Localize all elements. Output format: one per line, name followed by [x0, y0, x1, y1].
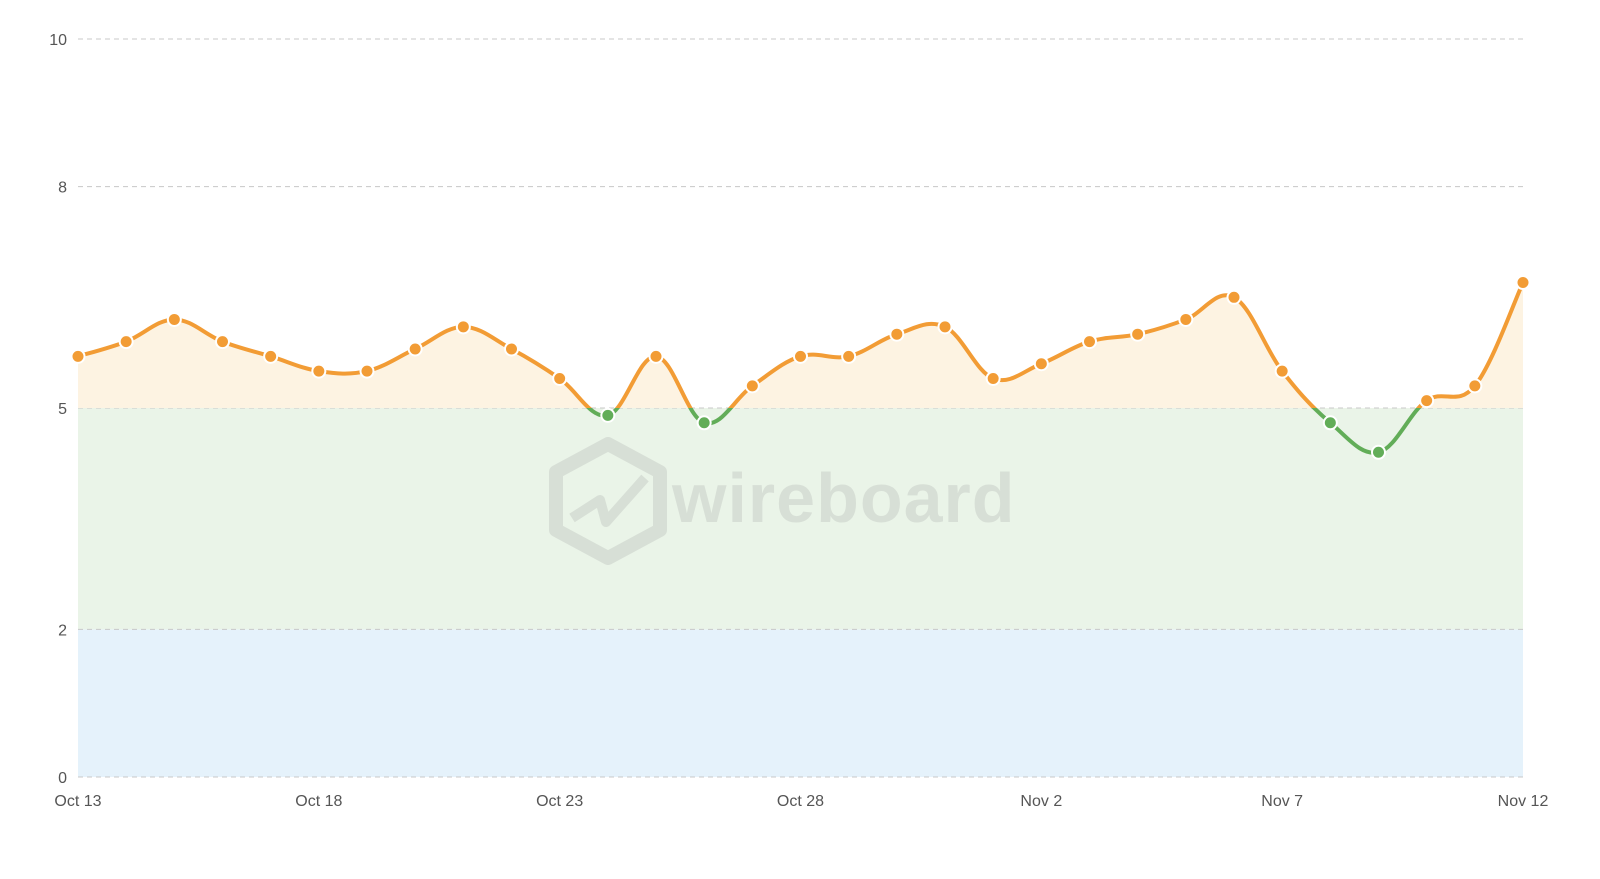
data-point — [985, 370, 1001, 386]
data-point — [552, 370, 568, 386]
data-point — [744, 378, 760, 394]
data-point — [215, 334, 230, 350]
data-point — [889, 326, 905, 342]
data-point — [118, 334, 134, 350]
data-point — [1082, 334, 1097, 350]
data-point — [1322, 415, 1338, 431]
data-point — [793, 348, 808, 364]
data-point — [504, 341, 519, 357]
data-point — [1515, 275, 1531, 291]
x-tick-label: Oct 23 — [536, 793, 583, 810]
data-point — [1130, 326, 1146, 342]
data-point — [841, 348, 857, 364]
data-point — [600, 407, 616, 423]
x-tick-label: Nov 2 — [1020, 793, 1062, 810]
data-point — [455, 319, 471, 335]
data-point — [407, 341, 423, 357]
y-tick-label: 8 — [58, 180, 67, 197]
x-tick-label: Oct 18 — [295, 793, 342, 810]
y-tick-label: 5 — [58, 401, 67, 418]
x-tick-label: Nov 7 — [1261, 793, 1303, 810]
wireboard-hexagon-logo-icon — [549, 437, 667, 565]
data-point — [1178, 311, 1194, 327]
area-above-threshold — [78, 282, 1523, 408]
data-point — [1226, 289, 1242, 305]
data-point — [1274, 363, 1290, 379]
data-point — [166, 311, 182, 327]
data-point — [359, 363, 375, 379]
data-point — [311, 363, 327, 379]
y-tick-label: 0 — [58, 770, 67, 787]
y-tick-label: 10 — [49, 32, 67, 49]
data-point — [696, 415, 712, 431]
watermark-text: wireboard — [671, 459, 1016, 537]
x-tick-label: Oct 13 — [54, 793, 101, 810]
data-point — [263, 348, 279, 364]
data-point — [1371, 444, 1386, 460]
x-tick-label: Nov 12 — [1498, 793, 1549, 810]
data-point — [70, 348, 86, 364]
background-band — [78, 408, 1523, 630]
data-point — [1467, 378, 1483, 394]
background-band — [78, 629, 1523, 777]
y-tick-label: 2 — [58, 622, 67, 639]
data-point — [1033, 356, 1049, 372]
data-point — [937, 319, 953, 335]
data-point — [1419, 393, 1435, 409]
data-point — [648, 348, 664, 364]
watermark: wireboard — [549, 437, 1016, 565]
x-tick-label: Oct 28 — [777, 793, 824, 810]
